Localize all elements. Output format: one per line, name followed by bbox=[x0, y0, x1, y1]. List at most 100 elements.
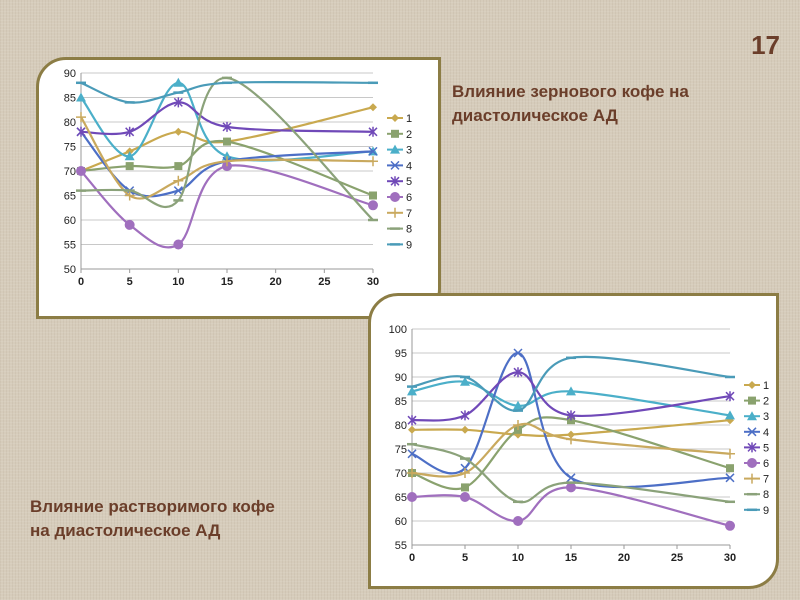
series-9-line bbox=[411, 355, 731, 412]
legend-label-1: 1 bbox=[406, 113, 412, 125]
series-8-line bbox=[411, 443, 731, 504]
legend-label-8: 8 bbox=[763, 489, 769, 501]
x-tick-label: 5 bbox=[462, 552, 468, 564]
y-tick-label: 80 bbox=[395, 420, 407, 432]
legend-label-2: 2 bbox=[763, 396, 769, 408]
legend-label-9: 9 bbox=[406, 239, 412, 251]
series-5-point bbox=[76, 126, 86, 137]
y-tick-label: 90 bbox=[395, 372, 407, 384]
legend-label-3: 3 bbox=[406, 145, 412, 157]
series-3-point bbox=[566, 386, 576, 396]
x-tick-label: 10 bbox=[512, 552, 524, 564]
y-tick-label: 75 bbox=[395, 444, 407, 456]
series-7-point bbox=[368, 156, 378, 167]
series-7-point bbox=[173, 175, 184, 186]
x-tick-label: 0 bbox=[78, 276, 84, 288]
series-5-line bbox=[411, 371, 731, 422]
ground-coffee-chart-panel bbox=[36, 57, 441, 319]
instant-title-line2: на диастолическое АД bbox=[30, 521, 221, 540]
series-2-point bbox=[223, 137, 231, 146]
ground-title-line2: диастолическое АД bbox=[452, 106, 618, 125]
series-7-line bbox=[80, 116, 374, 200]
series-4-point bbox=[513, 348, 523, 358]
series-1-line bbox=[80, 106, 374, 173]
y-tick-label: 95 bbox=[395, 348, 407, 360]
series-7-point bbox=[407, 468, 417, 478]
series-7-line bbox=[411, 422, 731, 478]
series-6-point bbox=[566, 482, 576, 493]
series-7-point bbox=[460, 468, 470, 478]
legend-label-8: 8 bbox=[406, 224, 412, 236]
legend-marker-7 bbox=[390, 207, 400, 218]
legend-marker-5 bbox=[390, 176, 400, 187]
series-4-point bbox=[725, 473, 735, 483]
y-tick-label: 85 bbox=[64, 93, 76, 105]
legend-label-7: 7 bbox=[763, 474, 769, 486]
x-tick-label: 25 bbox=[671, 552, 683, 564]
series-4-point bbox=[566, 473, 576, 483]
legend-marker-3 bbox=[390, 144, 400, 154]
series-7-point bbox=[566, 434, 576, 445]
series-2-point bbox=[461, 483, 469, 492]
x-tick-label: 10 bbox=[172, 276, 184, 288]
series-2-point bbox=[174, 162, 183, 171]
series-3-point bbox=[124, 151, 135, 161]
series-6-line bbox=[411, 486, 731, 527]
series-1-point bbox=[461, 425, 469, 434]
legend-label-4: 4 bbox=[406, 160, 412, 172]
legend-label-5: 5 bbox=[763, 442, 769, 454]
series-3-point bbox=[460, 376, 470, 386]
y-tick-label: 50 bbox=[64, 264, 76, 276]
legend-marker-3 bbox=[747, 411, 757, 421]
series-7-point bbox=[124, 190, 135, 201]
series-6-point bbox=[513, 516, 523, 526]
series-3-point bbox=[725, 410, 735, 420]
y-tick-label: 70 bbox=[395, 468, 407, 480]
series-3-point bbox=[407, 386, 417, 396]
x-tick-label: 20 bbox=[618, 552, 630, 564]
series-6-point bbox=[124, 219, 135, 230]
series-6-point bbox=[173, 239, 184, 250]
legend-marker-1 bbox=[391, 114, 399, 122]
legend-label-4: 4 bbox=[763, 427, 769, 439]
series-2-line bbox=[80, 139, 374, 197]
y-tick-label: 60 bbox=[395, 516, 407, 528]
series-6-point bbox=[460, 492, 470, 502]
series-5-point bbox=[125, 126, 135, 137]
series-5-line bbox=[80, 101, 374, 136]
legend-marker-4 bbox=[390, 160, 400, 170]
series-6-line bbox=[80, 164, 374, 249]
series-2-point bbox=[726, 464, 734, 473]
x-tick-label: 0 bbox=[409, 552, 415, 564]
y-tick-label: 55 bbox=[64, 240, 76, 252]
y-tick-label: 65 bbox=[64, 191, 76, 203]
series-5-point bbox=[460, 410, 470, 421]
legend-label-1: 1 bbox=[763, 380, 769, 392]
legend-label-6: 6 bbox=[763, 458, 769, 470]
y-tick-label: 100 bbox=[389, 324, 407, 336]
series-5-point bbox=[222, 121, 232, 132]
x-tick-label: 15 bbox=[221, 276, 233, 288]
series-5-point bbox=[513, 367, 523, 378]
series-1-point bbox=[408, 425, 416, 434]
y-tick-label: 65 bbox=[395, 492, 407, 504]
y-tick-label: 75 bbox=[64, 142, 76, 154]
instant-coffee-chart-panel bbox=[368, 293, 779, 589]
x-tick-label: 5 bbox=[127, 276, 133, 288]
chart-1: 50 55 60 65 70 75 80 85 90 0 5 10 15 20 25 30 1 2 3 4 5 6 7 8 9 bbox=[64, 68, 412, 288]
legend-marker-6 bbox=[747, 458, 757, 468]
series-5-point bbox=[368, 126, 378, 137]
legend-label-9: 9 bbox=[763, 505, 769, 517]
legend-marker-7 bbox=[747, 473, 757, 484]
series-2-point bbox=[125, 162, 134, 171]
y-tick-label: 80 bbox=[64, 117, 76, 129]
x-tick-label: 30 bbox=[367, 276, 379, 288]
series-5-point bbox=[173, 97, 183, 108]
series-7-point bbox=[222, 156, 232, 167]
series-7-point bbox=[513, 420, 523, 430]
x-tick-label: 20 bbox=[270, 276, 282, 288]
ground-coffee-title: Влияние зернового кофе на диастолическое… bbox=[452, 80, 689, 128]
y-tick-label: 70 bbox=[64, 166, 76, 178]
series-1-point bbox=[174, 127, 183, 136]
series-6-point bbox=[725, 520, 735, 531]
